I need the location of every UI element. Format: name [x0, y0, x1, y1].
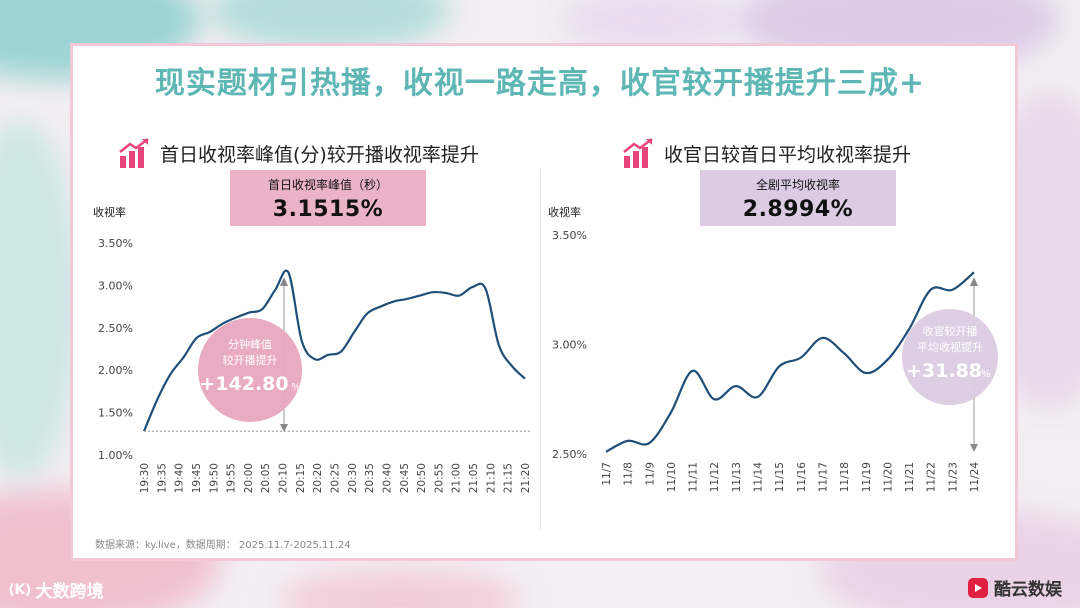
- x-tick-label: 11/23: [947, 462, 959, 492]
- x-tick-label: 11/11: [688, 462, 700, 492]
- x-tick-label: 20:55: [433, 463, 445, 493]
- x-tick-label: 20:20: [312, 463, 324, 493]
- x-tick-label: 21:05: [468, 463, 480, 493]
- left-box-value: 3.1515%: [272, 197, 384, 222]
- arrow-up-icon: [970, 277, 978, 286]
- bubble-line1: 收官较开播: [923, 324, 978, 338]
- x-tick-label: 20:00: [243, 463, 255, 493]
- x-tick-label: 21:15: [503, 463, 515, 493]
- left-subtitle: 首日收视率峰值(分)较开播收视率提升: [160, 143, 479, 166]
- play-logo-icon: [968, 577, 988, 598]
- footer-right-brand: 酷云数娱: [968, 575, 1062, 600]
- left-box-label: 首日收视率峰值（秒）: [267, 178, 388, 192]
- x-tick-label: 11/9: [644, 462, 656, 486]
- x-tick-label: 20:35: [364, 463, 376, 493]
- right-box-label: 全剧平均收视率: [755, 178, 840, 192]
- y-tick-label: 1.00%: [98, 449, 133, 462]
- bubble-line1: 分钟峰值: [228, 337, 272, 351]
- y-tick-label: 2.50%: [552, 448, 587, 461]
- x-tick-label: 19:50: [208, 463, 220, 493]
- x-tick-label: 11/21: [904, 462, 916, 492]
- x-tick-label: 21:00: [451, 463, 463, 493]
- panel-divider: [540, 170, 541, 530]
- highlight-bubble: [902, 309, 998, 405]
- bubble-value: +31.88: [906, 360, 982, 382]
- x-tick-label: 20:45: [399, 463, 411, 493]
- y-tick-label: 3.50%: [98, 237, 133, 250]
- x-tick-label: 21:10: [485, 463, 497, 493]
- right-avg-box: 全剧平均收视率 2.8994%: [700, 170, 896, 226]
- x-tick-label: 20:30: [347, 463, 359, 493]
- y-tick-label: 3.00%: [552, 339, 587, 352]
- bubble-value: +142.80: [199, 373, 288, 395]
- highlight-bubble: [198, 318, 302, 422]
- x-tick-label: 11/14: [753, 462, 765, 493]
- footer-right-text: 酷云数娱: [994, 580, 1062, 600]
- right-subtitle-row: 收官日较首日平均收视率提升: [622, 136, 911, 170]
- content-card: [70, 43, 1018, 561]
- bar-chart-icon: [119, 138, 149, 168]
- x-tick-label: 11/12: [709, 462, 721, 492]
- x-tick-label: 11/17: [817, 462, 829, 492]
- x-tick-label: 11/20: [882, 462, 894, 492]
- right-y-title: 收视率: [548, 206, 581, 219]
- x-tick-label: 20:10: [278, 463, 290, 493]
- arrow-down-icon: [280, 424, 288, 432]
- x-tick-label: 11/18: [839, 462, 851, 492]
- x-tick-label: 19:30: [139, 463, 151, 493]
- left-peak-box: 首日收视率峰值（秒） 3.1515%: [230, 170, 426, 226]
- right-box-value: 2.8994%: [742, 197, 854, 222]
- bar-chart-icon: [623, 138, 653, 168]
- x-tick-label: 20:05: [260, 463, 272, 493]
- x-tick-label: 11/19: [861, 462, 873, 492]
- x-tick-label: 20:50: [416, 463, 428, 493]
- x-tick-label: 11/7: [601, 462, 613, 486]
- x-tick-label: 11/15: [774, 462, 786, 492]
- x-tick-label: 11/16: [796, 462, 808, 493]
- x-tick-label: 19:35: [156, 463, 168, 493]
- arrow-up-icon: [280, 277, 288, 286]
- x-tick-label: 19:40: [174, 463, 186, 493]
- arrow-down-icon: [970, 444, 978, 452]
- x-tick-label: 11/8: [623, 462, 635, 486]
- y-tick-label: 2.00%: [98, 364, 133, 377]
- bubble-line2: 较开播提升: [223, 353, 278, 367]
- y-tick-label: 3.00%: [98, 279, 133, 292]
- y-tick-label: 2.50%: [98, 322, 133, 335]
- footer-left-text: 大数跨境: [35, 582, 104, 602]
- x-tick-label: 20:40: [381, 463, 393, 493]
- data-source-note: 数据来源：ky.live，数据周期： 2025.11.7-2025.11.24: [95, 540, 351, 551]
- x-tick-label: 21:20: [520, 463, 532, 493]
- brand-logo-icon: ⟨K⟩: [8, 581, 32, 598]
- y-tick-label: 1.50%: [98, 407, 133, 420]
- series-line: [142, 269, 526, 432]
- x-tick-label: 11/22: [926, 462, 938, 492]
- x-tick-label: 11/10: [666, 462, 678, 492]
- left-y-title: 收视率: [93, 206, 126, 219]
- x-tick-label: 11/24: [969, 462, 981, 493]
- x-tick-label: 11/13: [731, 462, 743, 492]
- x-tick-label: 19:55: [226, 463, 238, 493]
- bubble-line2: 平均收视提升: [917, 340, 983, 354]
- series-line: [605, 271, 975, 453]
- page-title: 现实题材引热播，收视一路走高，收官较开播提升三成+: [154, 66, 926, 101]
- x-tick-label: 19:45: [191, 463, 203, 493]
- x-tick-label: 20:15: [295, 463, 307, 493]
- bubble-unit: %: [291, 382, 301, 393]
- x-tick-label: 20:25: [330, 463, 342, 493]
- y-tick-label: 3.50%: [552, 229, 587, 242]
- bubble-unit: %: [981, 369, 991, 380]
- left-subtitle-row: 首日收视率峰值(分)较开播收视率提升: [118, 136, 479, 170]
- right-subtitle: 收官日较首日平均收视率提升: [664, 143, 912, 166]
- footer-left-brand: ⟨K⟩ 大数跨境: [8, 577, 104, 603]
